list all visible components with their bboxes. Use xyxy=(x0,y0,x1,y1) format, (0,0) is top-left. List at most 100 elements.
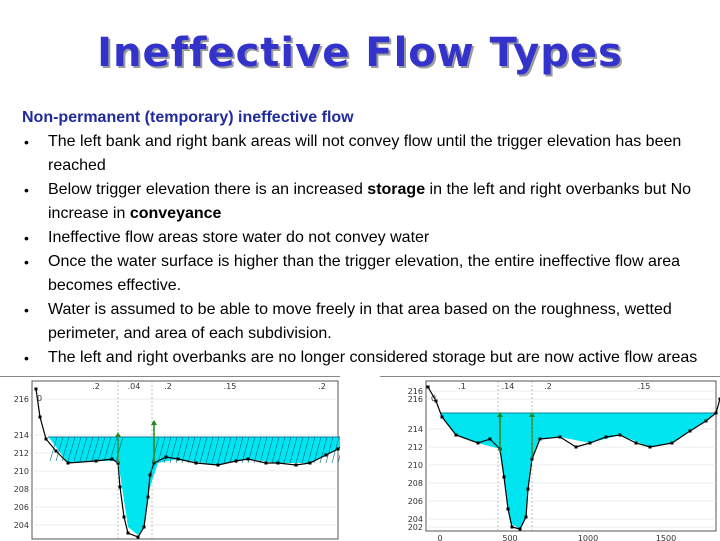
bullet-text: Once the water surface is higher than th… xyxy=(48,253,680,294)
ground-point xyxy=(235,460,238,463)
y-tick-label: 208 xyxy=(408,479,423,488)
ground-point xyxy=(55,450,58,453)
left-cross-section-plot: .2 .04 .2 .15 .2 216 214 212 210 208 206 204 0 xyxy=(0,376,340,541)
ground-point xyxy=(195,462,198,465)
y-tick-label: 214 xyxy=(14,431,29,440)
ground-point xyxy=(67,462,70,465)
bullet-list: • The left bank and right bank areas will… xyxy=(22,130,702,370)
bullet-dot: • xyxy=(24,346,29,370)
y-tick-label: 206 xyxy=(408,497,423,506)
bullet-dot: • xyxy=(24,250,29,274)
ground-point xyxy=(441,416,444,419)
ground-point xyxy=(217,464,220,467)
section-heading: Non-permanent (temporary) ineffective fl… xyxy=(22,106,702,130)
slide-title: Ineffective Flow Types xyxy=(0,30,720,76)
ground-point xyxy=(177,458,180,461)
ground-point xyxy=(519,528,522,531)
ground-point xyxy=(165,456,168,459)
y-tick-label: 204 xyxy=(14,521,29,530)
bullet-text: The left bank and right bank areas will … xyxy=(48,133,681,174)
station-marker-label: 0 xyxy=(37,394,42,403)
plot-frame xyxy=(426,381,716,531)
ground-point xyxy=(143,526,146,529)
y-tick-label: 206 xyxy=(14,503,29,512)
ground-point xyxy=(559,436,562,439)
bullet-text: Water is assumed to be able to move free… xyxy=(48,301,672,342)
station-marker-label: 0 xyxy=(431,394,436,403)
mannings-n-label: .1 xyxy=(458,382,466,391)
ground-point xyxy=(309,462,312,465)
bullet-text: Ineffective flow areas store water do no… xyxy=(48,229,429,246)
mannings-n-label: .15 xyxy=(224,382,237,391)
ground-point xyxy=(575,446,578,449)
bullet-bold-text: storage xyxy=(367,181,425,198)
y-tick-label: 212 xyxy=(408,443,423,452)
ground-point xyxy=(649,446,652,449)
ground-point xyxy=(539,438,542,441)
ground-point xyxy=(527,488,530,491)
ground-point xyxy=(149,474,152,477)
ground-point xyxy=(427,386,430,389)
bullet-item: • Once the water surface is higher than t… xyxy=(22,250,702,298)
mannings-n-label: .2 xyxy=(92,382,100,391)
ground-point xyxy=(689,430,692,433)
ground-point xyxy=(507,508,510,511)
ground-point xyxy=(635,442,638,445)
mannings-n-label: .2 xyxy=(164,382,172,391)
ground-point xyxy=(503,476,506,479)
y-tick-label: 210 xyxy=(14,467,29,476)
bullet-bold-text: conveyance xyxy=(130,205,222,222)
ground-point xyxy=(247,458,250,461)
ground-point xyxy=(111,458,114,461)
bullet-item: • Water is assumed to be able to move fre… xyxy=(22,298,702,346)
bullet-dot: • xyxy=(24,178,29,202)
ground-point xyxy=(137,536,140,539)
ground-point xyxy=(127,532,130,535)
ground-point xyxy=(123,516,126,519)
mannings-n-label: .04 xyxy=(128,382,141,391)
bullet-item: •The left and right overbanks are no lon… xyxy=(22,346,702,370)
ground-point xyxy=(119,486,122,489)
bullet-item: • The left bank and right bank areas will… xyxy=(22,130,702,178)
ground-point xyxy=(337,448,340,451)
mannings-n-label: .2 xyxy=(318,382,326,391)
ground-point xyxy=(511,526,514,529)
ground-point xyxy=(325,454,328,457)
bullet-item: • Ineffective flow areas store water do n… xyxy=(22,226,702,250)
ground-point xyxy=(39,416,42,419)
ground-point xyxy=(705,420,708,423)
y-tick-label: 214 xyxy=(408,425,423,434)
ground-point xyxy=(605,436,608,439)
ground-point xyxy=(619,434,622,437)
y-tick-label: 208 xyxy=(14,485,29,494)
y-tick-label: 210 xyxy=(408,461,423,470)
ground-point xyxy=(35,388,38,391)
left-cross-section-svg: .2 .04 .2 .15 .2 216 214 212 210 208 206 204 0 xyxy=(0,377,340,541)
mannings-n-label: .14 xyxy=(502,382,515,391)
ground-point xyxy=(525,516,528,519)
ground-point xyxy=(589,442,592,445)
ground-point xyxy=(489,438,492,441)
ground-point xyxy=(277,462,280,465)
mannings-n-label: .2 xyxy=(544,382,552,391)
bullet-dot: • xyxy=(24,298,29,322)
y-tick-label: 212 xyxy=(14,449,29,458)
ground-point xyxy=(95,460,98,463)
slide-content: Non-permanent (temporary) ineffective fl… xyxy=(22,106,702,370)
ground-point xyxy=(147,496,150,499)
mannings-n-label: .15 xyxy=(638,382,651,391)
y-tick-label: 202 xyxy=(408,523,423,532)
y-tick-label: 216 xyxy=(408,395,423,404)
ground-point xyxy=(295,464,298,467)
bullet-dot: • xyxy=(24,130,29,154)
ground-point xyxy=(715,412,718,415)
ground-point xyxy=(265,462,268,465)
ground-point xyxy=(455,434,458,437)
ground-point xyxy=(45,438,48,441)
ground-point xyxy=(477,442,480,445)
y-tick-label: 216 xyxy=(14,395,29,404)
bullet-text: Below trigger elevation there is an incr… xyxy=(48,181,367,198)
bullet-dot: • xyxy=(24,226,29,250)
